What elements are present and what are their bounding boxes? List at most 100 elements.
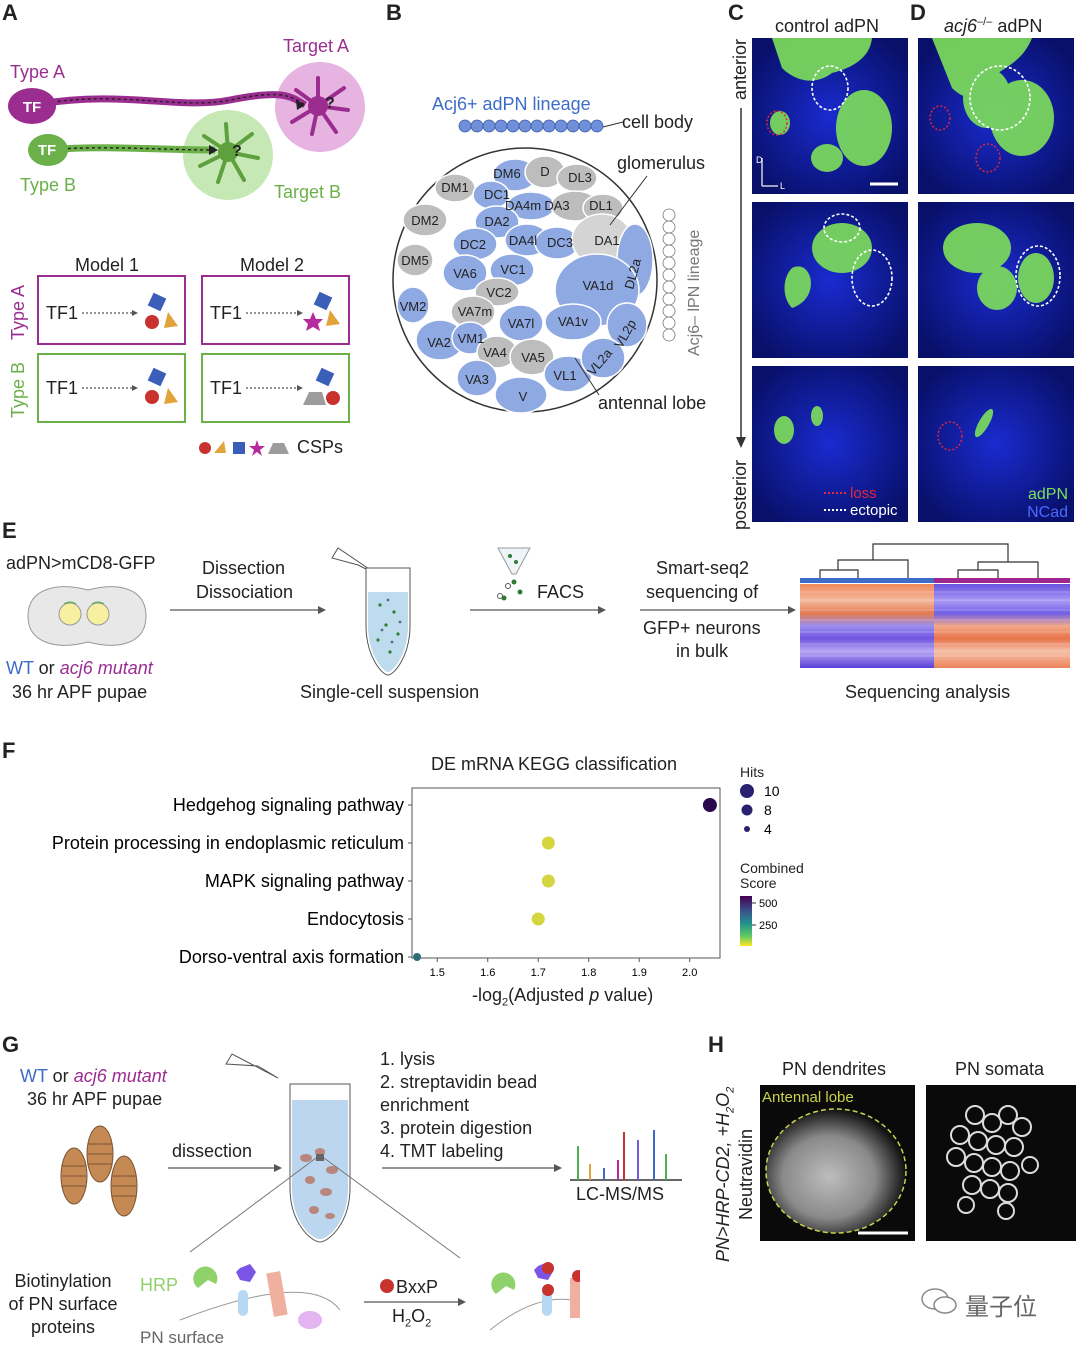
e-heatmap bbox=[800, 543, 1070, 668]
lpn-cell-bodies bbox=[662, 208, 676, 342]
glom-14: DM5 bbox=[401, 253, 428, 268]
data-point bbox=[541, 836, 555, 850]
g-biotin-text: Biotinylation of PN surface proteins bbox=[4, 1270, 122, 1339]
e-dissociation: Dissociation bbox=[196, 582, 294, 602]
glom-16: VC1 bbox=[500, 262, 525, 277]
tf-label-b: TF bbox=[38, 142, 56, 159]
dorsal-label: D bbox=[756, 155, 763, 165]
question-a: ? bbox=[325, 95, 335, 112]
panel-a-diagram: TF TF ? ? bbox=[8, 62, 365, 456]
x-tick-label: 1.8 bbox=[581, 967, 596, 979]
data-point bbox=[413, 953, 422, 961]
h-somata-title: PN somata bbox=[955, 1059, 1045, 1079]
panel-label-e: E bbox=[2, 518, 17, 543]
g-wt-or-acj6: WT or acj6 mutant bbox=[20, 1066, 167, 1086]
h-ylabel2: Neutravidin bbox=[736, 1128, 756, 1220]
glom-27: VA4 bbox=[483, 345, 507, 360]
adpn-cell-bodies bbox=[458, 119, 604, 133]
e-smart2: sequencing of bbox=[646, 582, 759, 602]
e-gfp2: in bulk bbox=[676, 641, 729, 661]
larval-brain-icon bbox=[27, 586, 147, 646]
control-adpn-title: control adPN bbox=[775, 16, 880, 36]
g-lcms: LC-MS/MS bbox=[576, 1184, 665, 1204]
e-tube bbox=[331, 547, 411, 676]
adpn-channel-label: adPN bbox=[1028, 486, 1068, 503]
g-h2o2: H2O2 bbox=[392, 1306, 432, 1330]
csps-label: CSPs bbox=[297, 437, 344, 457]
panel-label-h: H bbox=[708, 1032, 724, 1057]
g-biotin-3: proteins bbox=[30, 1317, 96, 1337]
e-gfp1: GFP+ neurons bbox=[643, 618, 761, 638]
watermark: 量子位 bbox=[965, 1293, 1037, 1321]
panel-b-antennal-lobe: DM6 D DL3 DM1 DC1 DA4m DA3 DL1 DM2 DA2 D… bbox=[392, 119, 676, 414]
x-tick-label: 2.0 bbox=[682, 967, 697, 979]
pupae-icon bbox=[60, 1125, 138, 1217]
panel-label-f: F bbox=[2, 738, 16, 763]
g-workflow-graphics bbox=[168, 1053, 580, 1331]
kegg-dotplot: Hedgehog signaling pathway Protein proces… bbox=[52, 787, 721, 979]
tf1-m2-a: TF1 bbox=[210, 303, 243, 323]
x-tick-label: 1.6 bbox=[480, 967, 495, 979]
g-step-2: 2. streptavidin bead bbox=[380, 1072, 538, 1092]
model2-label: Model 2 bbox=[240, 255, 305, 275]
glom-11: DA4l bbox=[509, 233, 537, 248]
g-step-4: 4. TMT labeling bbox=[380, 1141, 504, 1161]
e-genotype: adPN>mCD8-GFP bbox=[6, 553, 156, 573]
glom-32: V bbox=[519, 389, 528, 404]
model1-label: Model 1 bbox=[75, 255, 140, 275]
g-pn-surface: PN surface bbox=[140, 1328, 225, 1347]
ms-spectrum bbox=[570, 1130, 682, 1181]
panel-label-a: A bbox=[2, 0, 18, 25]
g-biotin-2: of PN surface bbox=[8, 1294, 118, 1314]
x-tick-label: 1.9 bbox=[632, 967, 647, 979]
glom-10: DC2 bbox=[460, 237, 486, 252]
data-point bbox=[531, 912, 545, 926]
g-hrp: HRP bbox=[140, 1275, 179, 1295]
glom-23: VA1v bbox=[558, 314, 589, 329]
ectopic-label: ectopic bbox=[850, 502, 898, 519]
data-point bbox=[702, 798, 717, 812]
confocal-images: D L loss ectopic adPN NCad bbox=[752, 38, 1074, 522]
glom-26: VM1 bbox=[458, 331, 485, 346]
glom-12: DC3 bbox=[547, 235, 573, 250]
glom-31: VA3 bbox=[465, 372, 489, 387]
glom-21: VA7m bbox=[458, 304, 492, 319]
mutant-adpn-title: acj6–/– adPN bbox=[944, 16, 1043, 36]
panel-label-d: D bbox=[910, 0, 926, 25]
y-category-label: Dorso-ventral axis formation bbox=[179, 947, 404, 967]
e-seq-analysis: Sequencing analysis bbox=[845, 682, 1011, 702]
panel-label-b: B bbox=[386, 0, 402, 25]
type-a-label: Type A bbox=[10, 62, 66, 82]
legend-hit-1: 8 bbox=[764, 802, 772, 818]
g-step-2b: enrichment bbox=[380, 1095, 470, 1115]
glom-20: VM2 bbox=[400, 299, 427, 314]
e-facs: FACS bbox=[537, 582, 585, 602]
lpn-lineage-label: Acj6– lPN lineage bbox=[686, 229, 703, 356]
target-a-label: Target A bbox=[283, 36, 350, 56]
y-category-label: Endocytosis bbox=[307, 909, 404, 929]
y-category-label: MAPK signaling pathway bbox=[205, 871, 404, 891]
glomerulus-label: glomerulus bbox=[617, 153, 706, 173]
glom-17: VC2 bbox=[486, 285, 511, 300]
adpn-lineage-label: Acj6+ adPN lineage bbox=[432, 94, 591, 114]
lateral-label: L bbox=[780, 181, 785, 191]
e-arrows bbox=[170, 606, 796, 614]
data-point bbox=[541, 874, 555, 888]
row-type-a-label: Type A bbox=[8, 284, 28, 340]
glom-22: VA7l bbox=[508, 316, 535, 331]
y-category-label: Hedgehog signaling pathway bbox=[173, 795, 404, 815]
target-a-cell bbox=[275, 62, 365, 152]
h-dendrites-title: PN dendrites bbox=[782, 1059, 887, 1079]
glom-1: D bbox=[540, 164, 549, 179]
e-facs-icon bbox=[497, 547, 531, 601]
legend-score: 500 250 bbox=[740, 896, 777, 946]
glom-5: DA4m bbox=[505, 198, 541, 213]
glom-0: DM6 bbox=[493, 166, 520, 181]
wechat-icon bbox=[921, 1288, 957, 1314]
legend-hits: 10 8 4 bbox=[740, 783, 780, 837]
plot-frame bbox=[411, 787, 721, 959]
e-suspension: Single-cell suspension bbox=[300, 682, 480, 702]
glom-8: DM2 bbox=[411, 213, 438, 228]
anterior-label: anterior bbox=[730, 38, 750, 100]
glom-28: VA5 bbox=[521, 350, 545, 365]
